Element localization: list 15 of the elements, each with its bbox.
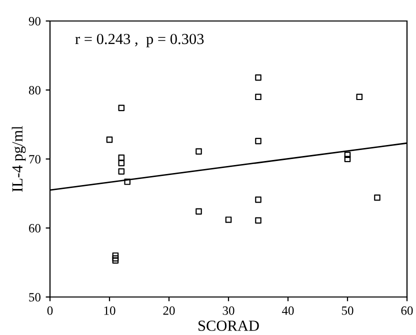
y-tick-label: 90 [28,17,40,26]
x-tick-label: 20 [163,306,175,315]
y-tick-label: 70 [29,155,40,164]
x-axis-title: SCORAD [198,320,259,331]
x-tick-label: 50 [342,306,354,315]
y-tick-label: 50 [29,293,40,302]
x-tick-label: 40 [282,306,294,315]
x-tick-label: 0 [47,306,53,315]
x-tick-label: 60 [401,306,413,315]
x-tick-label: 10 [104,306,116,315]
y-tick-label: 80 [28,86,40,94]
y-tick-label: 60 [29,224,40,232]
annotation: r = 0.243 , p = 0.303 [75,34,204,48]
x-tick-label: 30 [222,306,234,315]
y-axis-title: IL-4 pg/ml [12,126,26,192]
